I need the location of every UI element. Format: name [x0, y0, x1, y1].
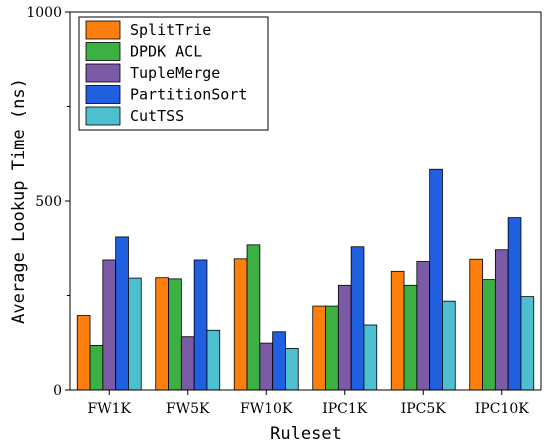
- bar-tuplemerge-fw10k: [259, 342, 274, 391]
- y-tick-label: 500: [35, 194, 62, 210]
- bar-cuttss-fw1k: [128, 277, 142, 391]
- bar-tuplemerge-fw1k: [102, 259, 117, 391]
- legend: SplitTrie DPDK ACL TupleMerge PartitionSort…: [78, 16, 269, 131]
- bar-dpdk-acl-fw5k: [168, 278, 182, 391]
- y-tick-label: 0: [53, 383, 62, 399]
- x-tick-label: IPC1K: [322, 401, 368, 417]
- legend-swatch-dpdk-acl: [85, 42, 121, 61]
- bar-tuplemerge-ipc1k: [337, 284, 352, 391]
- bar-tuplemerge-ipc5k: [416, 261, 431, 391]
- y-axis-title: Average Lookup Time (ns): [9, 78, 29, 324]
- bar-splittrie-ipc5k: [390, 270, 405, 391]
- bar-partitionsort-fw10k: [272, 331, 286, 391]
- legend-label-dpdk-acl: DPDK ACL: [130, 43, 202, 61]
- y-tick-label: 1000: [26, 5, 62, 21]
- x-ticks-group: FW1K FW5K FW10K IPC1K IPC5K IPC10K: [88, 390, 529, 417]
- bar-splittrie-fw5k: [155, 277, 169, 391]
- legend-swatch-cuttss: [85, 106, 121, 126]
- bar-dpdk-acl-ipc5k: [403, 284, 418, 391]
- legend-label-partitionsort: PartitionSort: [130, 86, 247, 104]
- legend-label-splittrie: SplitTrie: [130, 21, 211, 39]
- bar-cuttss-fw5k: [206, 329, 221, 391]
- legend-swatch-tuplemerge: [85, 63, 121, 83]
- bar-dpdk-acl-ipc1k: [325, 305, 339, 391]
- x-tick-label: FW5K: [166, 401, 210, 417]
- bar-partitionsort-fw5k: [193, 259, 208, 391]
- x-tick-label: IPC10K: [475, 401, 529, 417]
- legend-label-cuttss: CutTSS: [130, 107, 184, 125]
- bar-partitionsort-ipc10k: [507, 217, 522, 391]
- x-tick-label: FW1K: [88, 401, 132, 417]
- bar-splittrie-fw1k: [76, 315, 91, 391]
- bar-splittrie-ipc10k: [469, 258, 483, 391]
- legend-label-tuplemerge: TupleMerge: [130, 64, 220, 82]
- bar-partitionsort-ipc1k: [350, 246, 365, 391]
- legend-swatch-partitionsort: [85, 85, 121, 104]
- bar-splittrie-ipc1k: [312, 305, 326, 391]
- bar-tuplemerge-fw5k: [180, 336, 195, 391]
- legend-swatch-splittrie: [85, 20, 121, 40]
- bar-splittrie-fw10k: [233, 258, 248, 391]
- bar-cuttss-fw10k: [285, 348, 299, 391]
- x-tick-label: IPC5K: [401, 401, 447, 417]
- bars-group: [76, 168, 535, 391]
- bar-dpdk-acl-ipc10k: [482, 279, 496, 391]
- bar-cuttss-ipc5k: [442, 300, 456, 391]
- bar-partitionsort-fw1k: [115, 236, 129, 391]
- bar-dpdk-acl-fw10k: [246, 244, 261, 391]
- bar-tuplemerge-ipc10k: [494, 249, 509, 391]
- bar-dpdk-acl-fw1k: [89, 344, 104, 391]
- x-axis-title: Ruleset: [270, 424, 342, 444]
- bar-cuttss-ipc1k: [363, 324, 378, 391]
- x-tick-label: FW10K: [240, 401, 293, 417]
- y-ticks-group: 0 500 1000: [26, 5, 70, 399]
- bar-cuttss-ipc10k: [520, 296, 535, 391]
- bar-partitionsort-ipc5k: [429, 168, 443, 391]
